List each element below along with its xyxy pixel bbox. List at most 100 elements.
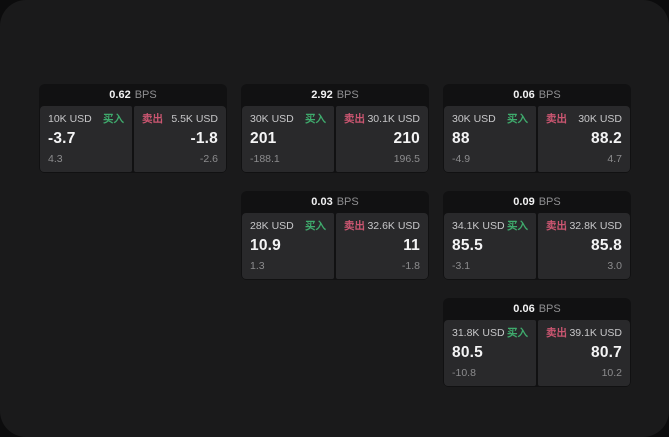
card-header: 0.03 BPS bbox=[241, 191, 429, 213]
sell-delta: 10.2 bbox=[601, 367, 622, 379]
quote-card: 0.06 BPS 31.8K USD 买入 80.5 -10.8 卖出 39.1… bbox=[443, 298, 631, 387]
buy-panel-header: 30K USD 买入 bbox=[452, 113, 528, 126]
sell-panel-header: 卖出 39.1K USD bbox=[546, 327, 622, 340]
buy-price: 10.9 bbox=[250, 237, 281, 254]
bps-unit-label: BPS bbox=[336, 196, 359, 208]
buy-price: 85.5 bbox=[452, 237, 483, 254]
sell-panel[interactable]: 卖出 5.5K USD -1.8 -2.6 bbox=[134, 106, 226, 172]
buy-delta: 1.3 bbox=[250, 260, 265, 272]
bps-unit-label: BPS bbox=[134, 89, 157, 101]
sell-tag: 卖出 bbox=[546, 113, 567, 125]
buy-tag: 买入 bbox=[305, 220, 326, 232]
bps-unit-label: BPS bbox=[538, 89, 561, 101]
bps-value: 0.09 bbox=[513, 196, 535, 208]
quote-card: 0.03 BPS 28K USD 买入 10.9 1.3 卖出 32.6K US… bbox=[241, 191, 429, 280]
sell-price: 85.8 bbox=[591, 237, 622, 254]
buy-amount: 30K USD bbox=[250, 113, 294, 125]
buy-delta: -3.1 bbox=[452, 260, 471, 272]
bps-value: 0.06 bbox=[513, 89, 535, 101]
buy-panel[interactable]: 34.1K USD 买入 85.5 -3.1 bbox=[444, 213, 536, 279]
card-header: 0.09 BPS bbox=[443, 191, 631, 213]
buy-tag: 买入 bbox=[507, 113, 528, 125]
buy-amount: 31.8K USD bbox=[452, 327, 505, 339]
card-body: 30K USD 买入 201 -188.1 卖出 30.1K USD 210 1… bbox=[241, 106, 429, 173]
buy-amount: 34.1K USD bbox=[452, 220, 505, 232]
sell-amount: 30K USD bbox=[578, 113, 622, 125]
bps-unit-label: BPS bbox=[538, 196, 561, 208]
sell-price: 88.2 bbox=[591, 130, 622, 147]
sell-panel-header: 卖出 32.8K USD bbox=[546, 220, 622, 233]
bps-value: 0.62 bbox=[109, 89, 131, 101]
buy-delta: -188.1 bbox=[250, 153, 280, 165]
buy-delta: -4.9 bbox=[452, 153, 471, 165]
sell-panel[interactable]: 卖出 30.1K USD 210 196.5 bbox=[336, 106, 428, 172]
quote-card: 2.92 BPS 30K USD 买入 201 -188.1 卖出 30.1K … bbox=[241, 84, 429, 173]
sell-price: -1.8 bbox=[190, 130, 218, 147]
sell-amount: 30.1K USD bbox=[367, 113, 420, 125]
bps-unit-label: BPS bbox=[336, 89, 359, 101]
buy-delta: -10.8 bbox=[452, 367, 476, 379]
buy-panel[interactable]: 31.8K USD 买入 80.5 -10.8 bbox=[444, 320, 536, 386]
bps-unit-label: BPS bbox=[538, 303, 561, 315]
buy-price: 201 bbox=[250, 130, 277, 147]
sell-tag: 卖出 bbox=[142, 113, 163, 125]
buy-panel-header: 28K USD 买入 bbox=[250, 220, 326, 233]
card-body: 30K USD 买入 88 -4.9 卖出 30K USD 88.2 4.7 bbox=[443, 106, 631, 173]
card-header: 0.06 BPS bbox=[443, 84, 631, 106]
bps-value: 0.03 bbox=[311, 196, 333, 208]
buy-panel-header: 31.8K USD 买入 bbox=[452, 327, 528, 340]
sell-panel[interactable]: 卖出 32.8K USD 85.8 3.0 bbox=[538, 213, 630, 279]
sell-panel[interactable]: 卖出 32.6K USD 11 -1.8 bbox=[336, 213, 428, 279]
buy-tag: 买入 bbox=[305, 113, 326, 125]
buy-panel-header: 30K USD 买入 bbox=[250, 113, 326, 126]
sell-price: 210 bbox=[393, 130, 420, 147]
quote-card: 0.06 BPS 30K USD 买入 88 -4.9 卖出 30K USD bbox=[443, 84, 631, 173]
buy-panel[interactable]: 10K USD 买入 -3.7 4.3 bbox=[40, 106, 132, 172]
sell-delta: -1.8 bbox=[401, 260, 420, 272]
buy-panel[interactable]: 30K USD 买入 88 -4.9 bbox=[444, 106, 536, 172]
buy-price: 80.5 bbox=[452, 344, 483, 361]
sell-panel[interactable]: 卖出 30K USD 88.2 4.7 bbox=[538, 106, 630, 172]
sell-panel-header: 卖出 30.1K USD bbox=[344, 113, 420, 126]
sell-panel-header: 卖出 30K USD bbox=[546, 113, 622, 126]
buy-amount: 30K USD bbox=[452, 113, 496, 125]
sell-panel[interactable]: 卖出 39.1K USD 80.7 10.2 bbox=[538, 320, 630, 386]
sell-tag: 卖出 bbox=[344, 220, 365, 232]
buy-panel-header: 10K USD 买入 bbox=[48, 113, 124, 126]
card-body: 31.8K USD 买入 80.5 -10.8 卖出 39.1K USD 80.… bbox=[443, 320, 631, 387]
sell-price: 11 bbox=[403, 237, 420, 254]
buy-tag: 买入 bbox=[507, 327, 528, 339]
sell-tag: 卖出 bbox=[344, 113, 365, 125]
buy-amount: 28K USD bbox=[250, 220, 294, 232]
sell-amount: 5.5K USD bbox=[171, 113, 218, 125]
buy-price: -3.7 bbox=[48, 130, 76, 147]
buy-tag: 买入 bbox=[103, 113, 124, 125]
sell-price: 80.7 bbox=[591, 344, 622, 361]
sell-delta: 4.7 bbox=[607, 153, 622, 165]
sell-panel-header: 卖出 32.6K USD bbox=[344, 220, 420, 233]
quote-card: 0.09 BPS 34.1K USD 买入 85.5 -3.1 卖出 32.8K… bbox=[443, 191, 631, 280]
buy-panel[interactable]: 30K USD 买入 201 -188.1 bbox=[242, 106, 334, 172]
card-header: 2.92 BPS bbox=[241, 84, 429, 106]
sell-amount: 32.8K USD bbox=[569, 220, 622, 232]
card-body: 28K USD 买入 10.9 1.3 卖出 32.6K USD 11 -1.8 bbox=[241, 213, 429, 280]
sell-delta: -2.6 bbox=[199, 153, 218, 165]
bps-value: 2.92 bbox=[311, 89, 333, 101]
card-body: 10K USD 买入 -3.7 4.3 卖出 5.5K USD -1.8 -2.… bbox=[39, 106, 227, 173]
sell-amount: 32.6K USD bbox=[367, 220, 420, 232]
card-header: 0.62 BPS bbox=[39, 84, 227, 106]
sell-delta: 3.0 bbox=[607, 260, 622, 272]
buy-tag: 买入 bbox=[507, 220, 528, 232]
buy-price: 88 bbox=[452, 130, 470, 147]
quote-card: 0.62 BPS 10K USD 买入 -3.7 4.3 卖出 5.5K USD bbox=[39, 84, 227, 173]
buy-delta: 4.3 bbox=[48, 153, 63, 165]
sell-tag: 卖出 bbox=[546, 327, 567, 339]
sell-tag: 卖出 bbox=[546, 220, 567, 232]
card-header: 0.06 BPS bbox=[443, 298, 631, 320]
buy-panel[interactable]: 28K USD 买入 10.9 1.3 bbox=[242, 213, 334, 279]
bps-value: 0.06 bbox=[513, 303, 535, 315]
card-body: 34.1K USD 买入 85.5 -3.1 卖出 32.8K USD 85.8… bbox=[443, 213, 631, 280]
sell-amount: 39.1K USD bbox=[569, 327, 622, 339]
buy-panel-header: 34.1K USD 买入 bbox=[452, 220, 528, 233]
